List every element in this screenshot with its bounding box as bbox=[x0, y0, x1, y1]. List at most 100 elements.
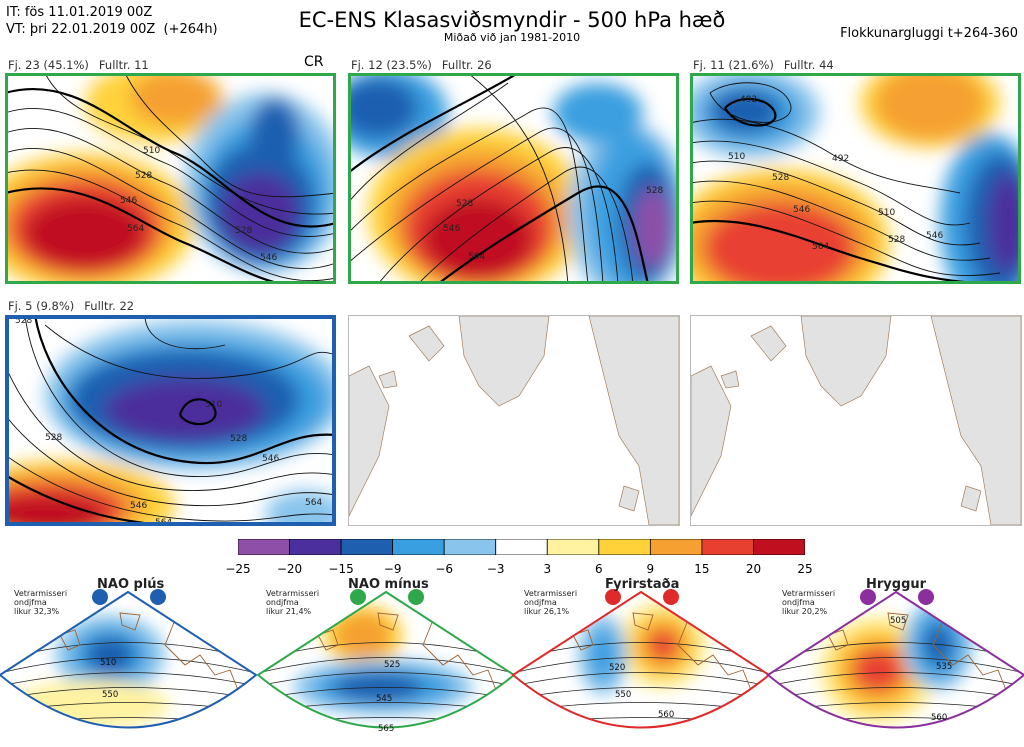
cluster-map-3: 492 492 510 528 546 564 510 528 546 bbox=[690, 73, 1021, 284]
colorbar-swatch bbox=[443, 538, 497, 556]
regime-contour-label: 525 bbox=[384, 660, 400, 670]
colorbar-tick-label: 9 bbox=[646, 562, 655, 576]
colorbar-swatch bbox=[546, 538, 600, 556]
colorbar-swatches bbox=[237, 538, 806, 556]
colorbar-ticks: −25 −20 −15 −9 −6 −3 3 6 9 15 20 25 bbox=[225, 559, 812, 576]
colorbar-swatch bbox=[392, 538, 445, 556]
page-subtitle: Miðað við jan 1981-2010 bbox=[443, 31, 581, 44]
svg-text:546: 546 bbox=[120, 196, 137, 206]
regime-4-info: Vetrarmisseri ondjfma líkur 20,2% bbox=[782, 589, 836, 616]
svg-text:564: 564 bbox=[812, 242, 829, 252]
colorbar-tick-label: 3 bbox=[543, 562, 552, 576]
regime-contour-label: 520 bbox=[609, 663, 625, 673]
colorbar-tick-label: −15 bbox=[328, 562, 354, 576]
colorbar-tick-label: −3 bbox=[486, 562, 505, 576]
colorbar-tick-label: 6 bbox=[594, 562, 603, 576]
colorbar-swatch bbox=[701, 538, 754, 556]
cluster-3-label: Fj. 11 (21.6%) Fulltr. 44 bbox=[693, 58, 834, 72]
colorbar-swatch bbox=[753, 538, 806, 556]
regime-contour-label: 550 bbox=[102, 690, 118, 700]
cluster-map-2: 528 546 564 528 bbox=[348, 73, 679, 284]
regime-graphic: 510 550 525 545 565 520 550 560 505 535 560 bbox=[0, 589, 1024, 734]
cluster-map-4: 528 510 528 546 564 528 546 564 bbox=[5, 315, 336, 526]
svg-text:528: 528 bbox=[235, 226, 252, 236]
svg-text:564: 564 bbox=[127, 224, 144, 234]
svg-text:546: 546 bbox=[443, 224, 460, 234]
header-info: IT: fös 11.01.2019 00Z VT: þri 22.01.201… bbox=[6, 4, 218, 38]
regime-4-title: Hryggur bbox=[866, 577, 927, 592]
regime-fan-2: 525 545 565 bbox=[256, 589, 516, 734]
colorbar-tick-label: −25 bbox=[225, 562, 251, 576]
regime-2-title: NAO mínus bbox=[348, 577, 429, 592]
cluster-map-2-graphic: 528 546 564 528 bbox=[348, 73, 679, 284]
regime-contour-label: 505 bbox=[890, 616, 906, 626]
empty-map-panel-2 bbox=[690, 315, 1022, 526]
svg-text:528: 528 bbox=[888, 235, 905, 245]
colorbar-tick-label: 15 bbox=[694, 562, 710, 576]
cluster-map-1: 528 546 564 528 546 510 bbox=[5, 73, 336, 284]
svg-text:510: 510 bbox=[205, 400, 222, 410]
colorbar-swatch bbox=[340, 538, 394, 556]
cluster-map-3-graphic: 492 492 510 528 546 564 510 528 546 bbox=[690, 73, 1021, 284]
svg-text:492: 492 bbox=[832, 154, 849, 164]
regime-1-info: Vetrarmisseri ondjfma líkur 32,3% bbox=[14, 589, 68, 616]
colorbar-tick-label: 20 bbox=[745, 562, 762, 576]
svg-text:528: 528 bbox=[646, 186, 663, 196]
svg-text:528: 528 bbox=[456, 199, 473, 209]
colorbar-swatch bbox=[495, 538, 548, 556]
colorbar-swatch bbox=[649, 538, 703, 556]
svg-text:510: 510 bbox=[143, 146, 160, 156]
svg-text:510: 510 bbox=[728, 152, 745, 162]
valid-time: VT: þri 22.01.2019 00Z (+264h) bbox=[6, 22, 218, 37]
svg-text:528: 528 bbox=[45, 433, 62, 443]
regime-contour-label: 545 bbox=[376, 694, 392, 704]
regime-panels: 510 550 525 545 565 520 550 560 505 535 560 bbox=[0, 575, 1024, 743]
regime-contour-label: 565 bbox=[378, 724, 394, 734]
page-title: EC-ENS Klasasviðsmyndir - 500 hPa hæð bbox=[298, 8, 726, 32]
colorbar: −25 −20 −15 −9 −6 −3 3 6 9 15 20 25 bbox=[225, 538, 813, 576]
colorbar-swatch bbox=[237, 538, 290, 556]
regime-2-info: Vetrarmisseri ondjfma líkur 21,4% bbox=[266, 589, 320, 616]
colorbar-tick-label: −20 bbox=[276, 562, 303, 576]
colorbar-tick-label: 25 bbox=[797, 562, 813, 576]
issue-time: IT: fös 11.01.2019 00Z bbox=[6, 5, 153, 20]
cluster-4-label: Fj. 5 (9.8%) Fulltr. 22 bbox=[8, 299, 135, 313]
svg-text:528: 528 bbox=[15, 316, 32, 326]
colorbar-tick-label: −9 bbox=[383, 562, 402, 576]
cluster-map-1-graphic: 528 546 564 528 546 510 bbox=[5, 73, 336, 284]
regime-contour-label: 510 bbox=[100, 658, 116, 668]
regime-3-info: Vetrarmisseri ondjfma líkur 26,1% bbox=[524, 589, 578, 616]
regime-fan-3: 520 550 560 bbox=[511, 589, 771, 729]
regime-fan-1: 510 550 bbox=[0, 589, 258, 729]
svg-text:564: 564 bbox=[305, 498, 322, 508]
svg-text:528: 528 bbox=[135, 171, 152, 181]
svg-text:492: 492 bbox=[740, 95, 757, 105]
regime-3-title: Fyrirstaða bbox=[605, 577, 680, 592]
empty-map-2-graphic bbox=[691, 316, 1021, 525]
cluster-1-badge: CR bbox=[304, 54, 324, 70]
window-label: Flokkunargluggi t+264-360 bbox=[840, 26, 1018, 41]
colorbar-tick-label: −6 bbox=[435, 562, 454, 576]
svg-text:546: 546 bbox=[260, 253, 277, 263]
svg-text:546: 546 bbox=[262, 454, 279, 464]
regime-contour-label: 560 bbox=[931, 713, 947, 723]
svg-text:546: 546 bbox=[793, 205, 810, 215]
svg-text:510: 510 bbox=[878, 208, 895, 218]
regime-contour-label: 550 bbox=[615, 690, 631, 700]
cluster-map-4-graphic: 528 510 528 546 564 528 546 564 bbox=[5, 315, 336, 526]
colorbar-swatch bbox=[289, 538, 342, 556]
regime-contour-label: 560 bbox=[658, 710, 674, 720]
empty-map-panel-1 bbox=[348, 315, 680, 526]
svg-text:528: 528 bbox=[772, 173, 789, 183]
regime-1-title: NAO plús bbox=[97, 577, 165, 592]
cluster-2-label: Fj. 12 (23.5%) Fulltr. 26 bbox=[351, 58, 492, 72]
svg-text:528: 528 bbox=[230, 434, 247, 444]
regime-contour-label: 535 bbox=[936, 662, 952, 672]
svg-text:546: 546 bbox=[130, 501, 147, 511]
colorbar-swatch bbox=[598, 538, 651, 556]
title-block: EC-ENS Klasasviðsmyndir - 500 hPa hæð Mi… bbox=[0, 8, 1024, 44]
cluster-1-label: Fj. 23 (45.1%) Fulltr. 11 bbox=[8, 58, 149, 72]
svg-text:546: 546 bbox=[926, 231, 943, 241]
empty-map-1-graphic bbox=[349, 316, 679, 525]
svg-text:564: 564 bbox=[468, 252, 485, 262]
